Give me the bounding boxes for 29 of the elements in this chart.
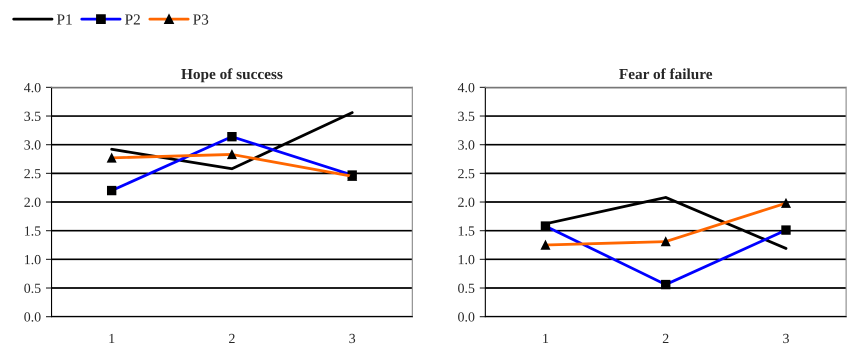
chart-title: Fear of failure — [619, 68, 712, 80]
y-tick-label: 4.0 — [458, 82, 474, 92]
y-tick-label: 1.0 — [24, 254, 41, 264]
y-tick-label: 3.5 — [24, 112, 41, 122]
legend-label: P1 — [56, 14, 72, 24]
y-tick-label: 1.5 — [24, 226, 41, 236]
x-tick-label: 3 — [783, 334, 789, 344]
y-tick-label: 4.0 — [24, 82, 41, 92]
y-tick-label: 3.0 — [458, 140, 474, 150]
x-tick-label: 1 — [109, 334, 114, 343]
x-tick-label: 2 — [662, 334, 668, 343]
legend-label: P2 — [125, 14, 140, 24]
y-tick-label: 3.5 — [458, 112, 474, 122]
y-tick-label: 1.5 — [458, 226, 474, 236]
x-tick-label: 3 — [349, 334, 356, 344]
x-tick-label: 2 — [229, 334, 235, 343]
y-tick-label: 2.5 — [458, 168, 474, 178]
y-tick-label: 2.0 — [24, 198, 41, 208]
y-tick-label: 0.5 — [24, 284, 41, 294]
y-tick-label: 0.0 — [458, 312, 474, 322]
y-tick-label: 2.5 — [24, 168, 41, 178]
y-tick-label: 1.0 — [458, 254, 474, 264]
y-tick-label: 0.0 — [24, 312, 41, 322]
y-tick-label: 0.5 — [458, 284, 474, 294]
y-tick-label: 3.0 — [24, 140, 41, 150]
y-tick-label: 2.0 — [458, 198, 474, 208]
legend-label: P3 — [193, 14, 208, 25]
x-tick-label: 1 — [543, 334, 548, 343]
chart-title: Hope of success — [181, 68, 282, 82]
